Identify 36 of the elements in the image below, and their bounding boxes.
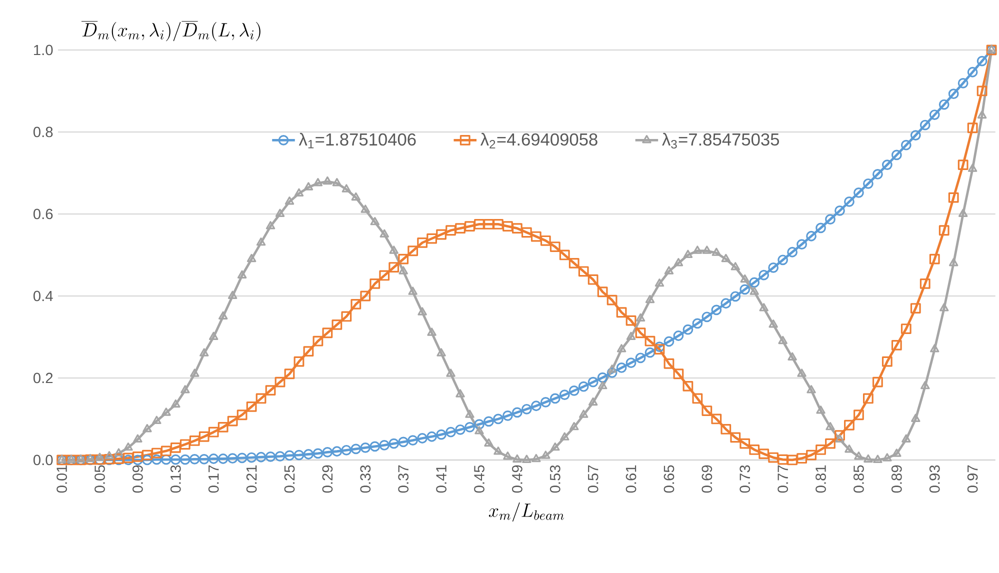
x-tick-label: 0.69 bbox=[702, 465, 712, 493]
x-tick-label: 0.41 bbox=[436, 465, 446, 493]
x-tick-label: 0.81 bbox=[816, 465, 826, 493]
legend-label: λ$_{2}$=4.69409058 bbox=[480, 132, 598, 148]
y-tick-label: 0.0 bbox=[33, 454, 53, 466]
y-tick-label: 0.2 bbox=[33, 372, 53, 384]
y-tick-label: 0.4 bbox=[33, 290, 53, 302]
x-tick-label: 0.37 bbox=[398, 465, 409, 493]
x-tick-label: 0.49 bbox=[512, 465, 522, 493]
x-tick-label: 0.05 bbox=[94, 465, 105, 493]
x-tick-label: 0.85 bbox=[854, 465, 864, 493]
y-tick-label: 0.8 bbox=[33, 126, 53, 138]
x-tick-label: 0.13 bbox=[170, 465, 181, 493]
x-tick-label: 0.77 bbox=[778, 465, 788, 493]
x-tick-label: 0.09 bbox=[132, 465, 143, 493]
x-tick-label: 0.17 bbox=[208, 465, 219, 493]
x-tick-label: 0.61 bbox=[626, 465, 636, 493]
y-tick-label: 1.0 bbox=[34, 44, 53, 56]
x-tick-label: 0.01 bbox=[56, 465, 67, 493]
legend-label: λ$_{3}$=7.85475035 bbox=[662, 132, 779, 149]
x-tick-label: 0.33 bbox=[360, 465, 371, 493]
x-tick-label: 0.93 bbox=[929, 465, 940, 493]
y-axis-title: $\overline{D}_m(x_m,\lambda_i)/\overline{D}_m(L,\lambda_i)$ bbox=[81, 21, 260, 42]
x-axis-title: $x_m/L_{beam}$ bbox=[488, 502, 564, 522]
x-tick-label: 0.25 bbox=[284, 465, 295, 493]
y-tick-label: 0.6 bbox=[33, 208, 53, 220]
legend-label: λ$_{1}$=1.87510406 bbox=[298, 132, 416, 148]
x-tick-label: 0.89 bbox=[891, 465, 902, 493]
x-tick-label: 0.57 bbox=[588, 465, 598, 493]
x-tick-label: 0.53 bbox=[550, 465, 560, 493]
x-tick-label: 0.73 bbox=[740, 465, 750, 493]
x-tick-label: 0.29 bbox=[322, 465, 333, 493]
x-tick-label: 0.45 bbox=[474, 465, 484, 493]
x-tick-label: 0.97 bbox=[967, 465, 978, 493]
x-tick-label: 0.21 bbox=[246, 465, 257, 493]
x-tick-label: 0.65 bbox=[664, 465, 674, 493]
